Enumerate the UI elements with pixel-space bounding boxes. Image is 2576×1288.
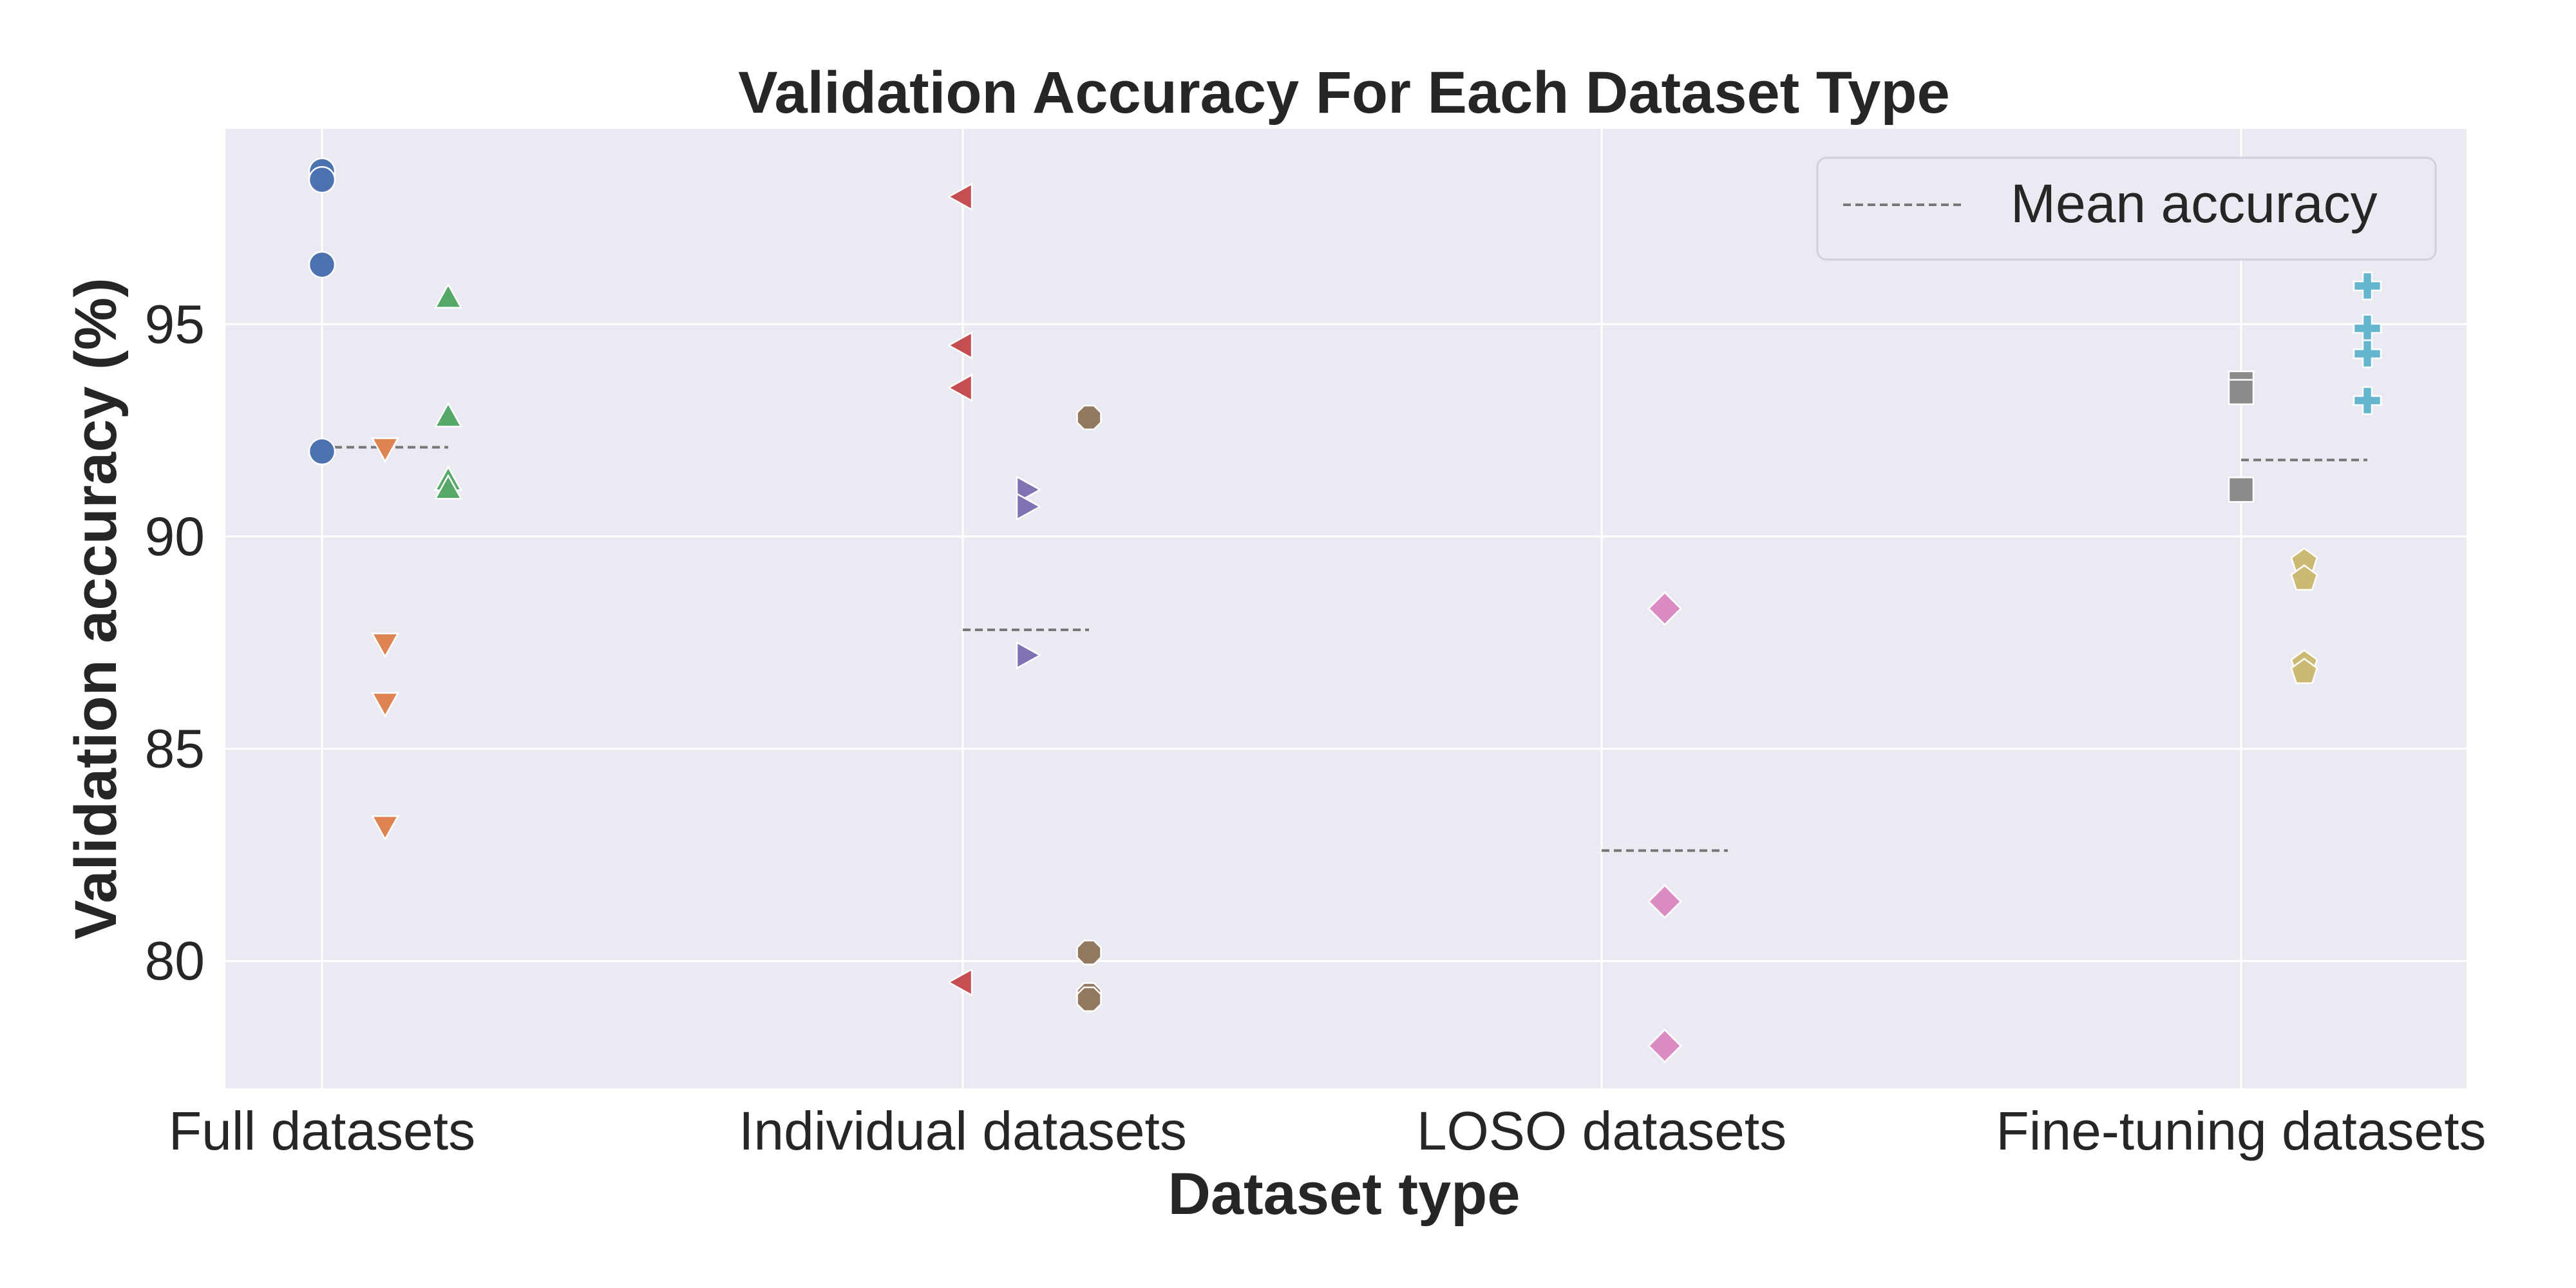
data-point-triangle-down	[370, 692, 400, 718]
data-point-pentagon	[2290, 564, 2318, 591]
series-triangle-right	[1016, 475, 1042, 670]
series-octagon	[1076, 404, 1102, 1012]
series-square	[2228, 370, 2255, 503]
data-point-circle	[308, 251, 336, 279]
data-point-triangle-left	[947, 182, 973, 211]
data-point-triangle-down	[370, 815, 400, 841]
series-diamond	[1647, 591, 1682, 1063]
data-point-triangle-down	[370, 437, 400, 464]
data-point-pentagon	[2290, 658, 2318, 685]
data-point-plus	[2353, 339, 2382, 368]
series-plus	[2353, 271, 2382, 415]
data-point-plus	[2353, 271, 2382, 301]
data-point-octagon	[1076, 404, 1102, 431]
data-point-triangle-left	[947, 968, 973, 997]
data-point-triangle-down	[370, 632, 400, 659]
data-point-octagon	[1076, 986, 1102, 1012]
y-tick-label: 90	[145, 506, 205, 567]
data-point-triangle-up	[433, 401, 463, 428]
series-pentagon	[2290, 547, 2318, 685]
series-circle	[308, 157, 336, 466]
data-point-triangle-right	[1016, 641, 1042, 670]
data-point-triangle-right	[1016, 492, 1042, 521]
y-tick-labels: 80 85 90 95	[145, 294, 205, 991]
x-axis-title: Dataset type	[1168, 1161, 1520, 1227]
data-point-square	[2228, 477, 2255, 503]
x-tick-labels: Full datasets Individual datasets LOSO dat…	[169, 1101, 2486, 1161]
legend: Mean accuracy	[1816, 156, 2437, 261]
legend-box	[1816, 156, 2437, 261]
data-point-octagon	[1076, 940, 1102, 965]
y-tick-label: 80	[145, 931, 205, 991]
x-tick-label: Fine-tuning datasets	[1996, 1101, 2486, 1161]
data-point-triangle-left	[947, 374, 973, 402]
data-point-diamond	[1647, 884, 1682, 919]
grid	[225, 129, 2467, 1088]
series-triangle-down	[370, 437, 400, 841]
legend-label: Mean accuracy	[2011, 173, 2378, 234]
x-tick-label: Individual datasets	[739, 1101, 1187, 1161]
y-axis-title: Validation accuracy (%)	[63, 278, 129, 940]
plot-area	[225, 129, 2467, 1088]
x-tick-label: LOSO datasets	[1417, 1101, 1786, 1161]
x-tick-label: Full datasets	[169, 1101, 475, 1161]
y-tick-label: 85	[145, 719, 205, 779]
data-point-diamond	[1647, 591, 1682, 626]
chart-title: Validation Accuracy For Each Dataset Typ…	[738, 60, 1950, 126]
series-triangle-up	[433, 283, 463, 500]
series-triangle-left	[947, 182, 973, 997]
data-point-circle	[308, 166, 336, 194]
y-tick-label: 95	[145, 294, 205, 354]
data-point-plus	[2353, 386, 2382, 415]
data-point-diamond	[1647, 1028, 1682, 1063]
data-point-triangle-up	[433, 473, 463, 500]
data-point-circle	[308, 437, 336, 466]
data-point-triangle-up	[433, 283, 463, 308]
data-point-square	[2228, 379, 2255, 406]
data-points	[308, 157, 2382, 1063]
data-point-triangle-left	[947, 331, 973, 360]
